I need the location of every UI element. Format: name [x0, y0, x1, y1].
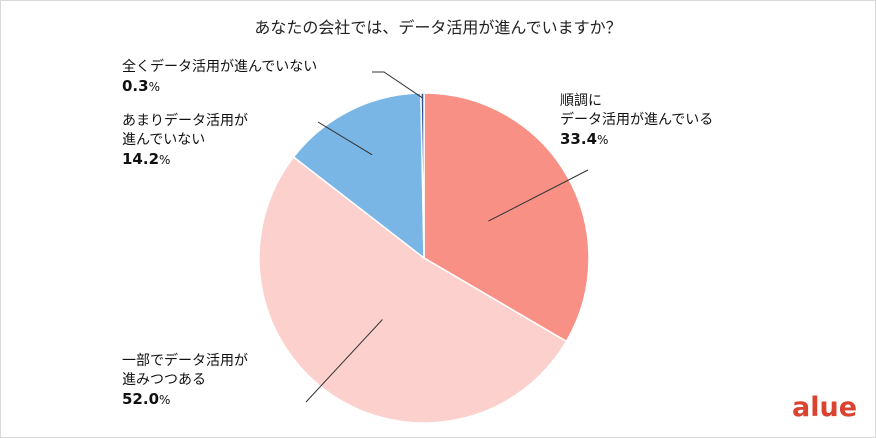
leader-line-1 — [305, 319, 383, 403]
slice-label-2: あまりデータ活用が 進んでいない 14.2% — [122, 112, 248, 170]
pie-slice-1 — [258, 155, 568, 424]
slice-label-2-line-1: 進んでいない — [122, 132, 206, 148]
slice-label-0: 順調に データ活用が進んでいる 33.4% — [560, 92, 713, 150]
leader-line-3 — [372, 71, 423, 99]
alue-logo: alue — [792, 392, 858, 423]
slice-label-0-line-1: データ活用が進んでいる — [560, 112, 714, 128]
leader-line-2 — [317, 121, 373, 156]
slice-label-1-line-0: 一部でデータ活用が — [122, 353, 248, 369]
slice-label-3-line-0: 全くデータ活用が進んでいない — [122, 59, 318, 75]
pie-slice-3 — [420, 92, 425, 259]
pie-slice-0 — [423, 92, 590, 343]
slice-value-2: 14.2 — [122, 150, 160, 168]
chart-title: あなたの会社では、データ活用が進んでいますか？ — [254, 18, 622, 37]
slice-unit-0: % — [597, 133, 609, 147]
slice-label-3: 全くデータ活用が進んでいない 0.3% — [122, 58, 317, 97]
slice-value-3: 0.3 — [122, 77, 149, 95]
slice-value-0: 33.4 — [560, 130, 598, 148]
slice-unit-3: % — [148, 80, 160, 94]
slice-label-0-line-0: 順調に — [560, 93, 602, 109]
slice-value-1: 52.0 — [122, 390, 160, 408]
slice-unit-2: % — [159, 153, 171, 167]
slice-label-1: 一部でデータ活用が 進みつつある 52.0% — [122, 352, 248, 410]
slice-label-1-line-1: 進みつつある — [122, 372, 206, 388]
slice-unit-1: % — [159, 393, 171, 407]
leader-line-0 — [488, 169, 589, 222]
slice-label-2-line-0: あまりデータ活用が — [122, 113, 248, 129]
pie-slice-2 — [292, 92, 425, 260]
